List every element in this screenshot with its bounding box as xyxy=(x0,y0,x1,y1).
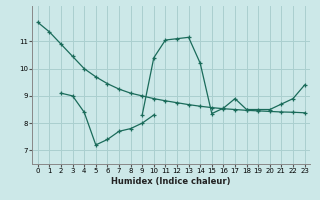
X-axis label: Humidex (Indice chaleur): Humidex (Indice chaleur) xyxy=(111,177,231,186)
